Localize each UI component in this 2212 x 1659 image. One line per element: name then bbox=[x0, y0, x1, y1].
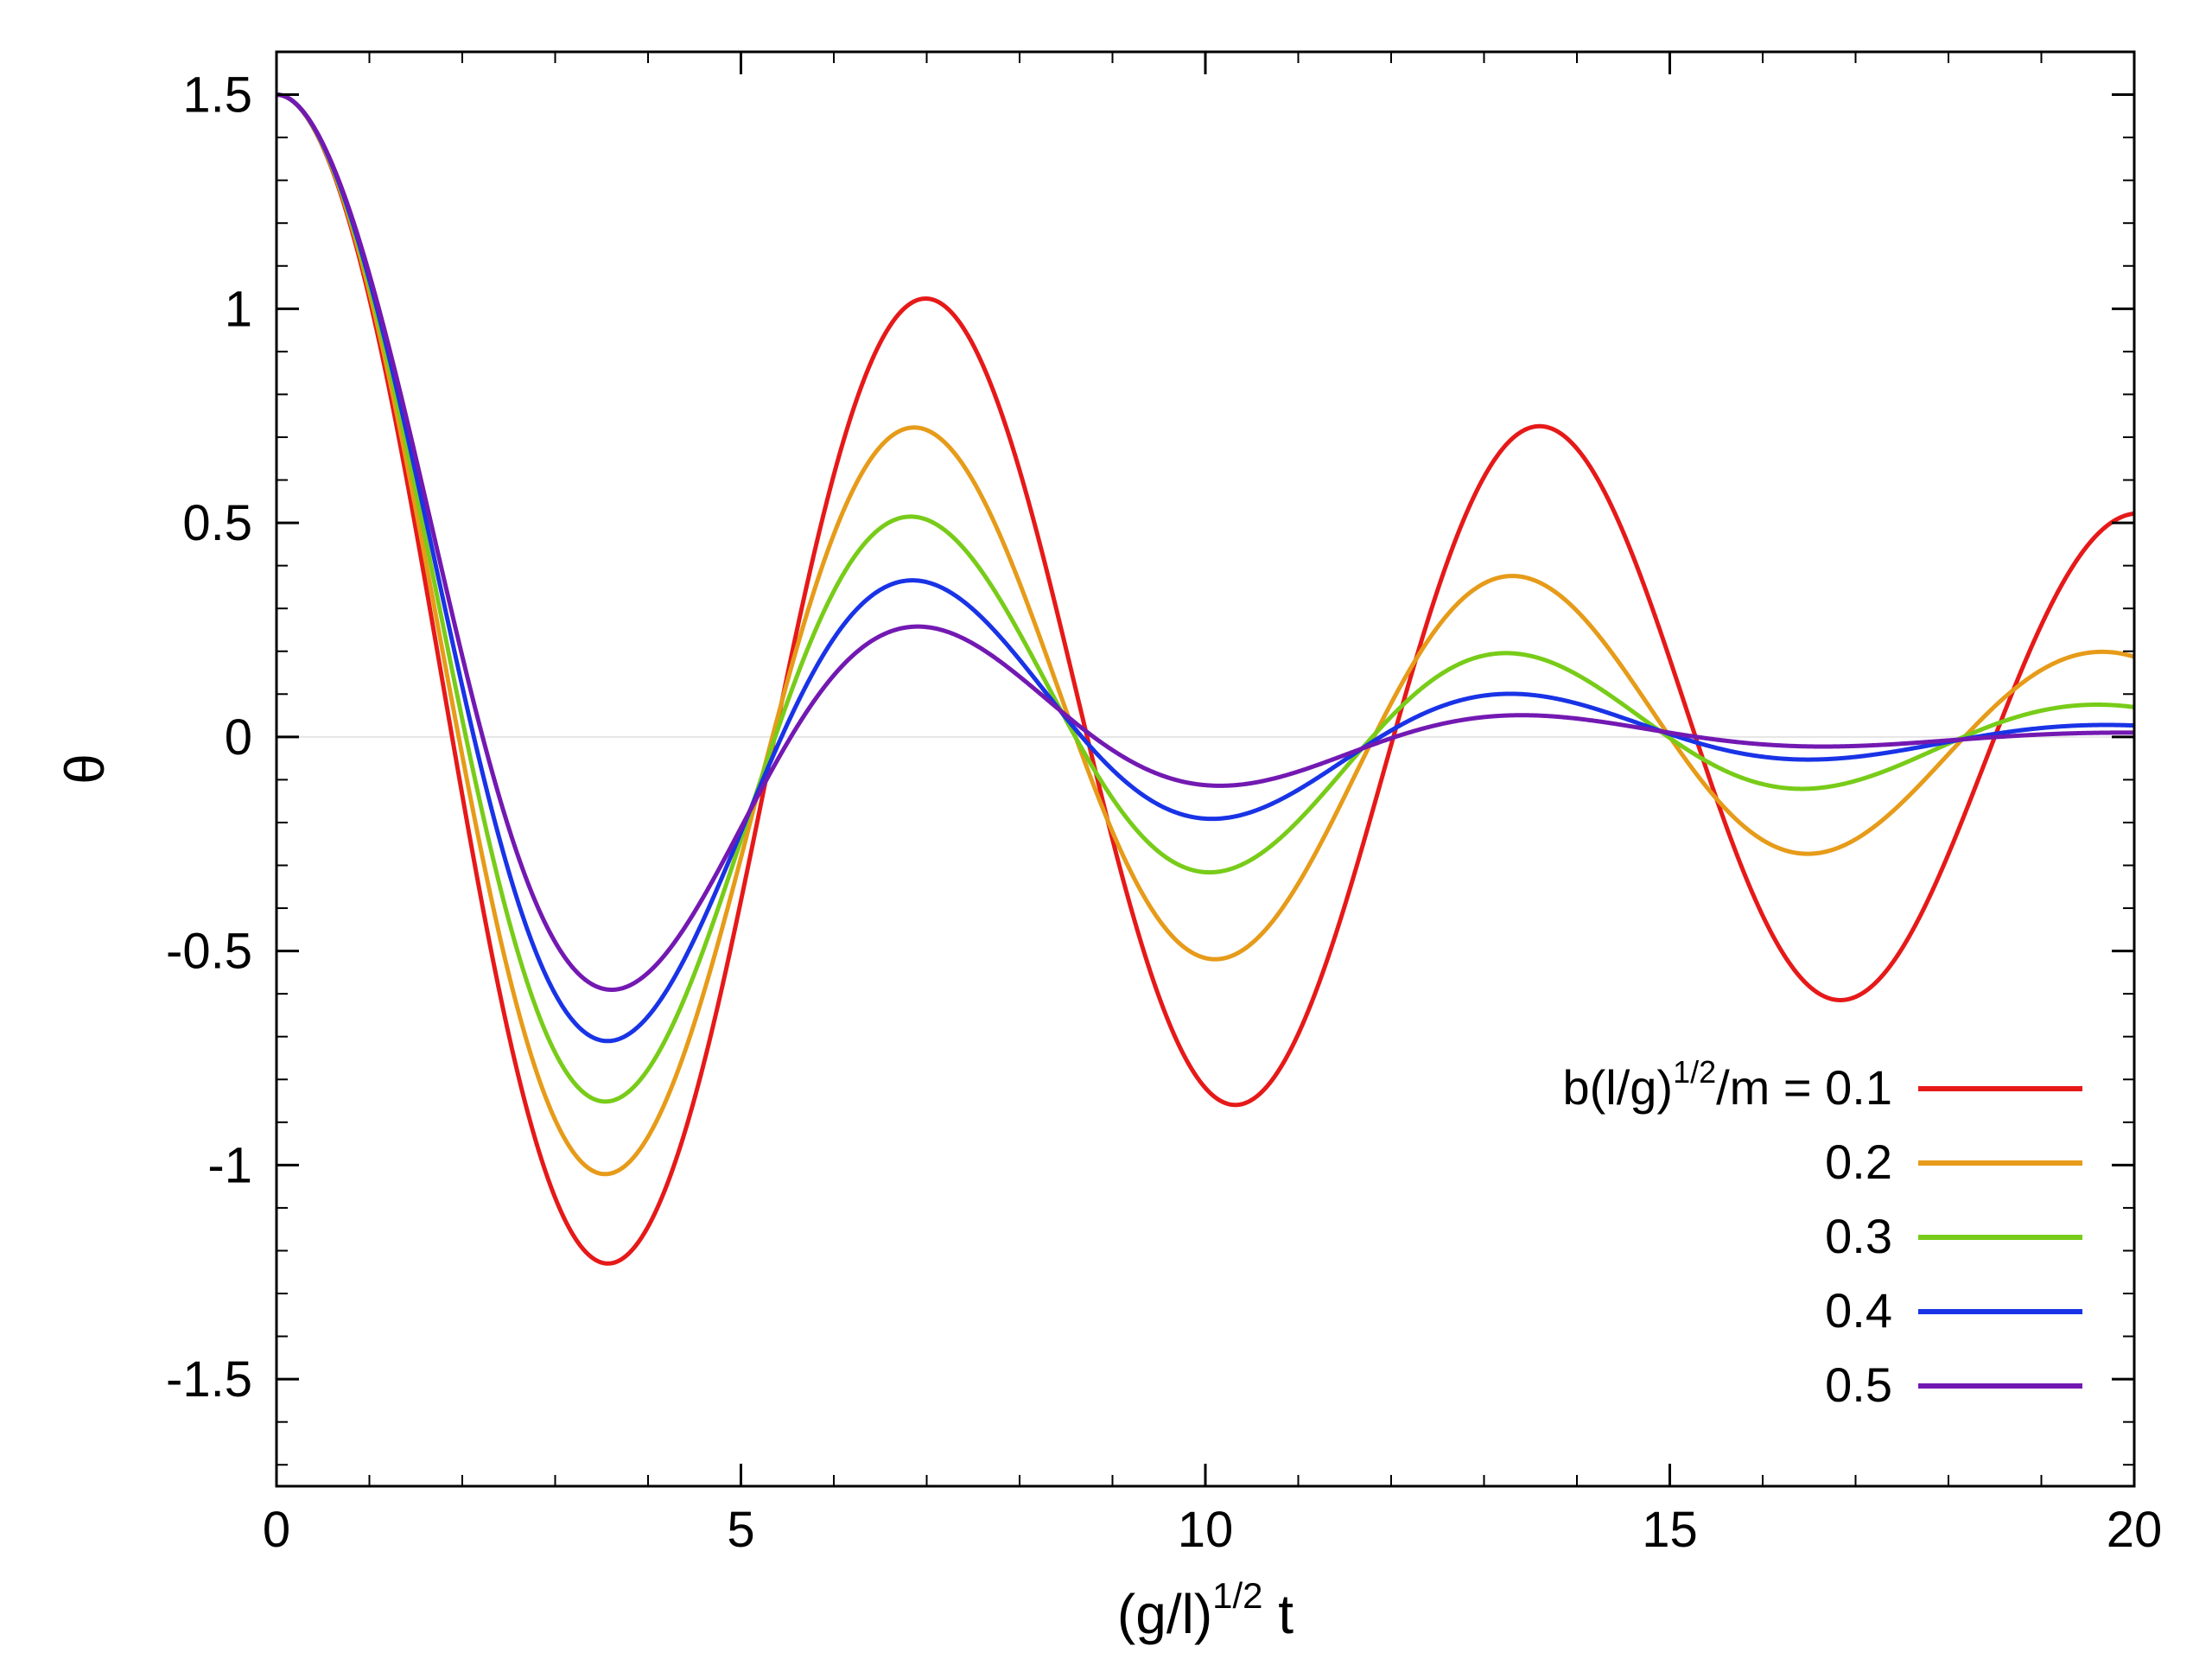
y-tick-label: 1.5 bbox=[182, 67, 252, 124]
x-axis-label: (g/l)1/2 t bbox=[1117, 1575, 1294, 1645]
y-axis-label: θ bbox=[54, 753, 116, 785]
damped-pendulum-chart: 0 5 10 15 20 -1.5 -1 -0.5 0 0.5 1 1.5 (g/l)1/2 t θ b(l… bbox=[0, 0, 2212, 1659]
y-tick-label: -1 bbox=[207, 1137, 252, 1193]
series-b-0p3 bbox=[276, 95, 2134, 1102]
y-tick-label: -0.5 bbox=[166, 924, 252, 980]
x-tick-label: 0 bbox=[263, 1502, 290, 1558]
y-tick-label: 0.5 bbox=[182, 495, 252, 551]
legend-label: 0.4 bbox=[1825, 1283, 1892, 1338]
plot-frame bbox=[276, 52, 2134, 1486]
legend-label: 0.3 bbox=[1825, 1209, 1892, 1263]
y-tick-label: 0 bbox=[225, 709, 252, 766]
series-b-0p2 bbox=[276, 95, 2134, 1174]
series-b-0p5 bbox=[276, 95, 2134, 990]
legend-label: 0.5 bbox=[1825, 1357, 1892, 1412]
x-tick-label: 5 bbox=[727, 1502, 754, 1558]
y-tick-label: 1 bbox=[225, 281, 252, 337]
legend-label: 0.2 bbox=[1825, 1135, 1892, 1189]
x-tick-label: 15 bbox=[1642, 1502, 1698, 1558]
y-tick-label: -1.5 bbox=[166, 1351, 252, 1408]
series-b-0p4 bbox=[276, 95, 2134, 1041]
x-tick-label: 10 bbox=[1178, 1502, 1234, 1558]
x-tick-label: 20 bbox=[2107, 1502, 2163, 1558]
legend-label: b(l/g)1/2/m = 0.1 bbox=[1562, 1054, 1892, 1115]
